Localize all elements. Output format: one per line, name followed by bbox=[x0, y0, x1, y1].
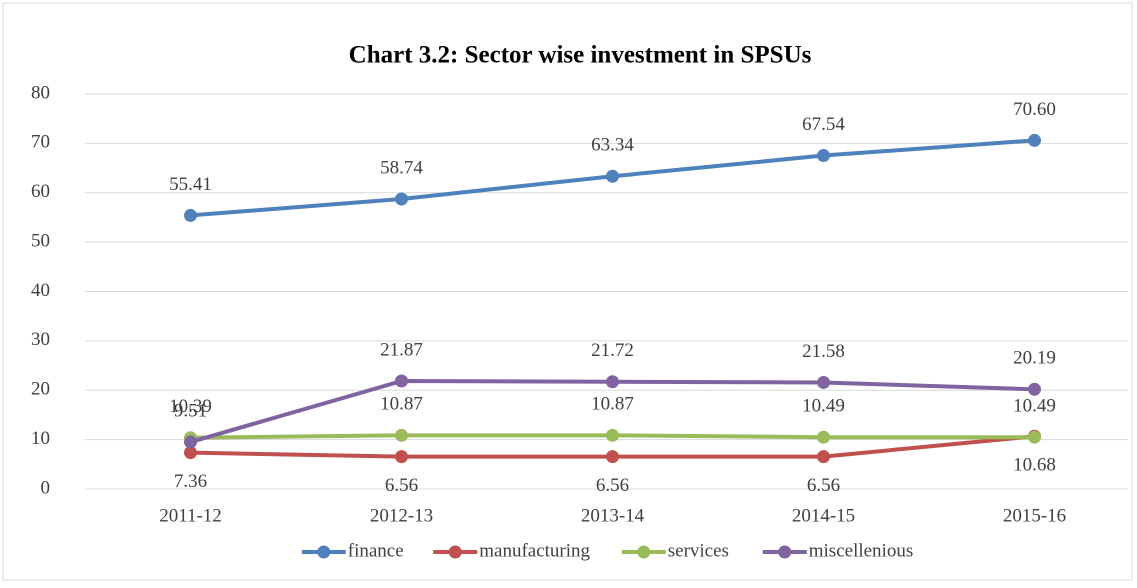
data-point bbox=[606, 428, 619, 442]
y-tick-label: 20 bbox=[31, 379, 50, 400]
data-point bbox=[395, 450, 408, 464]
y-tick-label: 80 bbox=[31, 82, 50, 103]
y-tick-label: 40 bbox=[31, 280, 50, 301]
data-point bbox=[606, 169, 619, 183]
data-label: 55.41 bbox=[169, 174, 212, 195]
data-label: 10.49 bbox=[802, 396, 845, 417]
data-label: 10.68 bbox=[1013, 455, 1056, 476]
data-label: 21.72 bbox=[591, 340, 634, 361]
data-point bbox=[395, 192, 408, 206]
data-label: 6.56 bbox=[596, 475, 629, 496]
data-label: 21.58 bbox=[802, 341, 845, 362]
data-label: 70.60 bbox=[1013, 99, 1056, 120]
data-label: 67.54 bbox=[802, 114, 845, 135]
data-label: 10.39 bbox=[169, 396, 212, 417]
data-label: 20.19 bbox=[1013, 348, 1056, 369]
data-point bbox=[1028, 133, 1041, 147]
y-tick-label: 50 bbox=[31, 230, 50, 251]
data-label: 63.34 bbox=[591, 135, 634, 156]
y-tick-label: 70 bbox=[31, 132, 50, 153]
data-point bbox=[817, 375, 830, 389]
data-point bbox=[1028, 430, 1041, 444]
data-label: 10.49 bbox=[1013, 396, 1056, 417]
legend-label: services bbox=[668, 540, 729, 561]
data-point bbox=[606, 450, 619, 464]
legend-marker bbox=[448, 545, 462, 559]
data-point bbox=[184, 208, 197, 222]
data-label: 7.36 bbox=[174, 471, 207, 492]
data-label: 10.87 bbox=[380, 394, 423, 415]
y-tick-label: 60 bbox=[31, 181, 50, 202]
y-tick-label: 30 bbox=[31, 329, 50, 350]
y-tick-label: 0 bbox=[41, 477, 51, 498]
data-point bbox=[606, 375, 619, 389]
data-point bbox=[817, 430, 830, 444]
y-tick-label: 10 bbox=[31, 428, 50, 449]
data-point bbox=[395, 428, 408, 442]
legend-marker bbox=[317, 545, 331, 559]
data-point bbox=[184, 435, 197, 449]
data-label: 58.74 bbox=[380, 157, 423, 178]
legend-marker bbox=[778, 545, 792, 559]
data-label: 9.51 bbox=[174, 400, 207, 421]
data-label: 10.87 bbox=[591, 394, 634, 415]
data-point bbox=[1028, 382, 1041, 396]
x-tick-label: 2013-14 bbox=[581, 505, 645, 526]
chart-title: Chart 3.2: Sector wise investment in SPS… bbox=[349, 42, 812, 69]
data-point bbox=[395, 374, 408, 388]
x-tick-label: 2012-13 bbox=[370, 505, 433, 526]
data-label: 6.56 bbox=[807, 475, 840, 496]
legend-label: manufacturing bbox=[479, 540, 590, 561]
data-label: 21.87 bbox=[380, 339, 423, 360]
data-point bbox=[817, 149, 830, 163]
data-point bbox=[817, 450, 830, 464]
legend-marker bbox=[637, 545, 651, 559]
legend-label: finance bbox=[348, 540, 404, 561]
x-tick-label: 2015-16 bbox=[1003, 505, 1066, 526]
data-point bbox=[184, 446, 197, 460]
x-tick-label: 2011-12 bbox=[159, 505, 222, 526]
data-label: 6.56 bbox=[385, 475, 418, 496]
x-tick-label: 2014-15 bbox=[792, 505, 855, 526]
legend-label: miscellenious bbox=[809, 540, 913, 561]
